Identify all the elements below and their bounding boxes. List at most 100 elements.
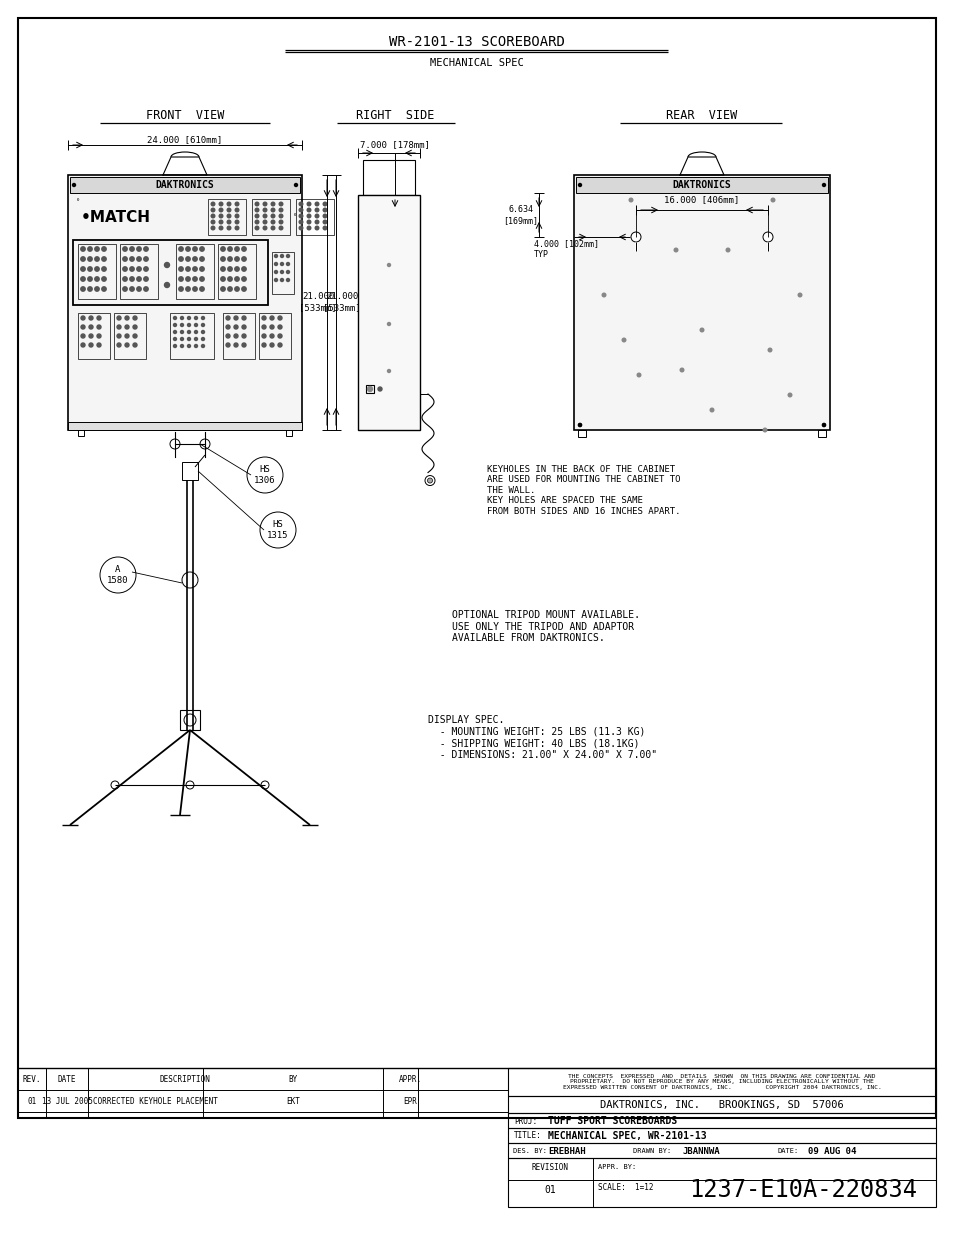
Circle shape: [270, 316, 274, 320]
Circle shape: [88, 267, 92, 272]
Circle shape: [94, 287, 99, 291]
Circle shape: [821, 424, 824, 426]
Circle shape: [81, 316, 85, 320]
Circle shape: [233, 343, 237, 347]
Bar: [73, 240, 268, 305]
Circle shape: [81, 277, 85, 282]
Circle shape: [186, 257, 190, 261]
Circle shape: [199, 277, 204, 282]
Circle shape: [424, 475, 435, 485]
Circle shape: [241, 247, 246, 251]
Circle shape: [117, 333, 121, 338]
Text: DRAWN BY:: DRAWN BY:: [633, 1149, 671, 1153]
Circle shape: [201, 331, 204, 333]
Circle shape: [219, 214, 223, 217]
Text: DISPLAY SPEC.
  - MOUNTING WEIGHT: 25 LBS (11.3 KG)
  - SHIPPING WEIGHT: 40 LBS : DISPLAY SPEC. - MOUNTING WEIGHT: 25 LBS …: [428, 715, 657, 760]
Circle shape: [180, 337, 183, 341]
Circle shape: [88, 287, 92, 291]
Text: 01: 01: [28, 1097, 36, 1105]
Circle shape: [270, 343, 274, 347]
Circle shape: [578, 424, 581, 426]
Circle shape: [186, 781, 193, 789]
Text: HS
1315: HS 1315: [267, 520, 289, 540]
Circle shape: [228, 287, 232, 291]
Circle shape: [125, 333, 129, 338]
Circle shape: [314, 214, 318, 217]
Circle shape: [299, 220, 302, 224]
Circle shape: [242, 316, 246, 320]
Circle shape: [102, 267, 106, 272]
Text: APPR. BY:: APPR. BY:: [598, 1165, 636, 1170]
Bar: [180, 710, 200, 730]
Circle shape: [180, 324, 183, 326]
Text: KEYHOLES IN THE BACK OF THE CABINET
ARE USED FOR MOUNTING THE CABINET TO
THE WAL: KEYHOLES IN THE BACK OF THE CABINET ARE …: [486, 466, 679, 515]
Circle shape: [97, 333, 101, 338]
Circle shape: [234, 247, 239, 251]
Circle shape: [235, 220, 238, 224]
Text: 24.000 [610mm]: 24.000 [610mm]: [147, 136, 222, 144]
Circle shape: [629, 198, 632, 201]
Circle shape: [186, 277, 190, 282]
Circle shape: [201, 345, 204, 347]
Bar: [366, 385, 374, 393]
Circle shape: [279, 214, 282, 217]
Circle shape: [271, 220, 274, 224]
Circle shape: [279, 209, 282, 211]
Circle shape: [294, 184, 297, 186]
Circle shape: [299, 203, 302, 206]
Circle shape: [170, 438, 180, 450]
Bar: [574, 175, 829, 430]
Bar: [578, 430, 585, 437]
Circle shape: [280, 270, 283, 273]
Circle shape: [193, 277, 197, 282]
Circle shape: [821, 424, 824, 426]
Text: EREBHAH: EREBHAH: [547, 1146, 585, 1156]
Circle shape: [227, 209, 231, 211]
Circle shape: [123, 257, 127, 261]
Circle shape: [180, 331, 183, 333]
Circle shape: [194, 337, 197, 341]
Circle shape: [219, 203, 223, 206]
Bar: [258, 312, 291, 359]
Circle shape: [81, 247, 85, 251]
Circle shape: [679, 368, 683, 372]
Circle shape: [199, 257, 204, 261]
Circle shape: [184, 714, 195, 726]
Circle shape: [211, 209, 214, 211]
Circle shape: [274, 270, 277, 273]
Circle shape: [277, 316, 282, 320]
Circle shape: [136, 247, 141, 251]
Circle shape: [89, 333, 92, 338]
Text: MECHANICAL SPEC: MECHANICAL SPEC: [430, 58, 523, 68]
Circle shape: [130, 247, 134, 251]
Circle shape: [132, 333, 137, 338]
Text: DAKTRONICS: DAKTRONICS: [672, 180, 731, 190]
Circle shape: [271, 209, 274, 211]
Text: PROJ:: PROJ:: [514, 1116, 537, 1125]
Circle shape: [263, 203, 267, 206]
Circle shape: [188, 324, 191, 326]
Circle shape: [194, 345, 197, 347]
Circle shape: [102, 277, 106, 282]
Circle shape: [700, 329, 703, 332]
Bar: [218, 245, 255, 299]
Text: REVISION: REVISION: [531, 1163, 568, 1172]
Circle shape: [132, 343, 137, 347]
Circle shape: [242, 325, 246, 329]
Text: EKT: EKT: [286, 1097, 299, 1105]
Circle shape: [201, 337, 204, 341]
Bar: [70, 177, 299, 193]
Circle shape: [94, 257, 99, 261]
Circle shape: [323, 203, 327, 206]
Bar: [78, 430, 84, 436]
Text: DAKTRONICS: DAKTRONICS: [155, 180, 214, 190]
Text: DATE: DATE: [58, 1074, 76, 1083]
Circle shape: [144, 267, 148, 272]
Circle shape: [144, 287, 148, 291]
Bar: [272, 252, 294, 294]
Circle shape: [367, 387, 372, 391]
Circle shape: [219, 209, 223, 211]
Circle shape: [280, 254, 283, 258]
Circle shape: [274, 254, 277, 258]
Text: SCALE:  1=12: SCALE: 1=12: [598, 1182, 653, 1192]
